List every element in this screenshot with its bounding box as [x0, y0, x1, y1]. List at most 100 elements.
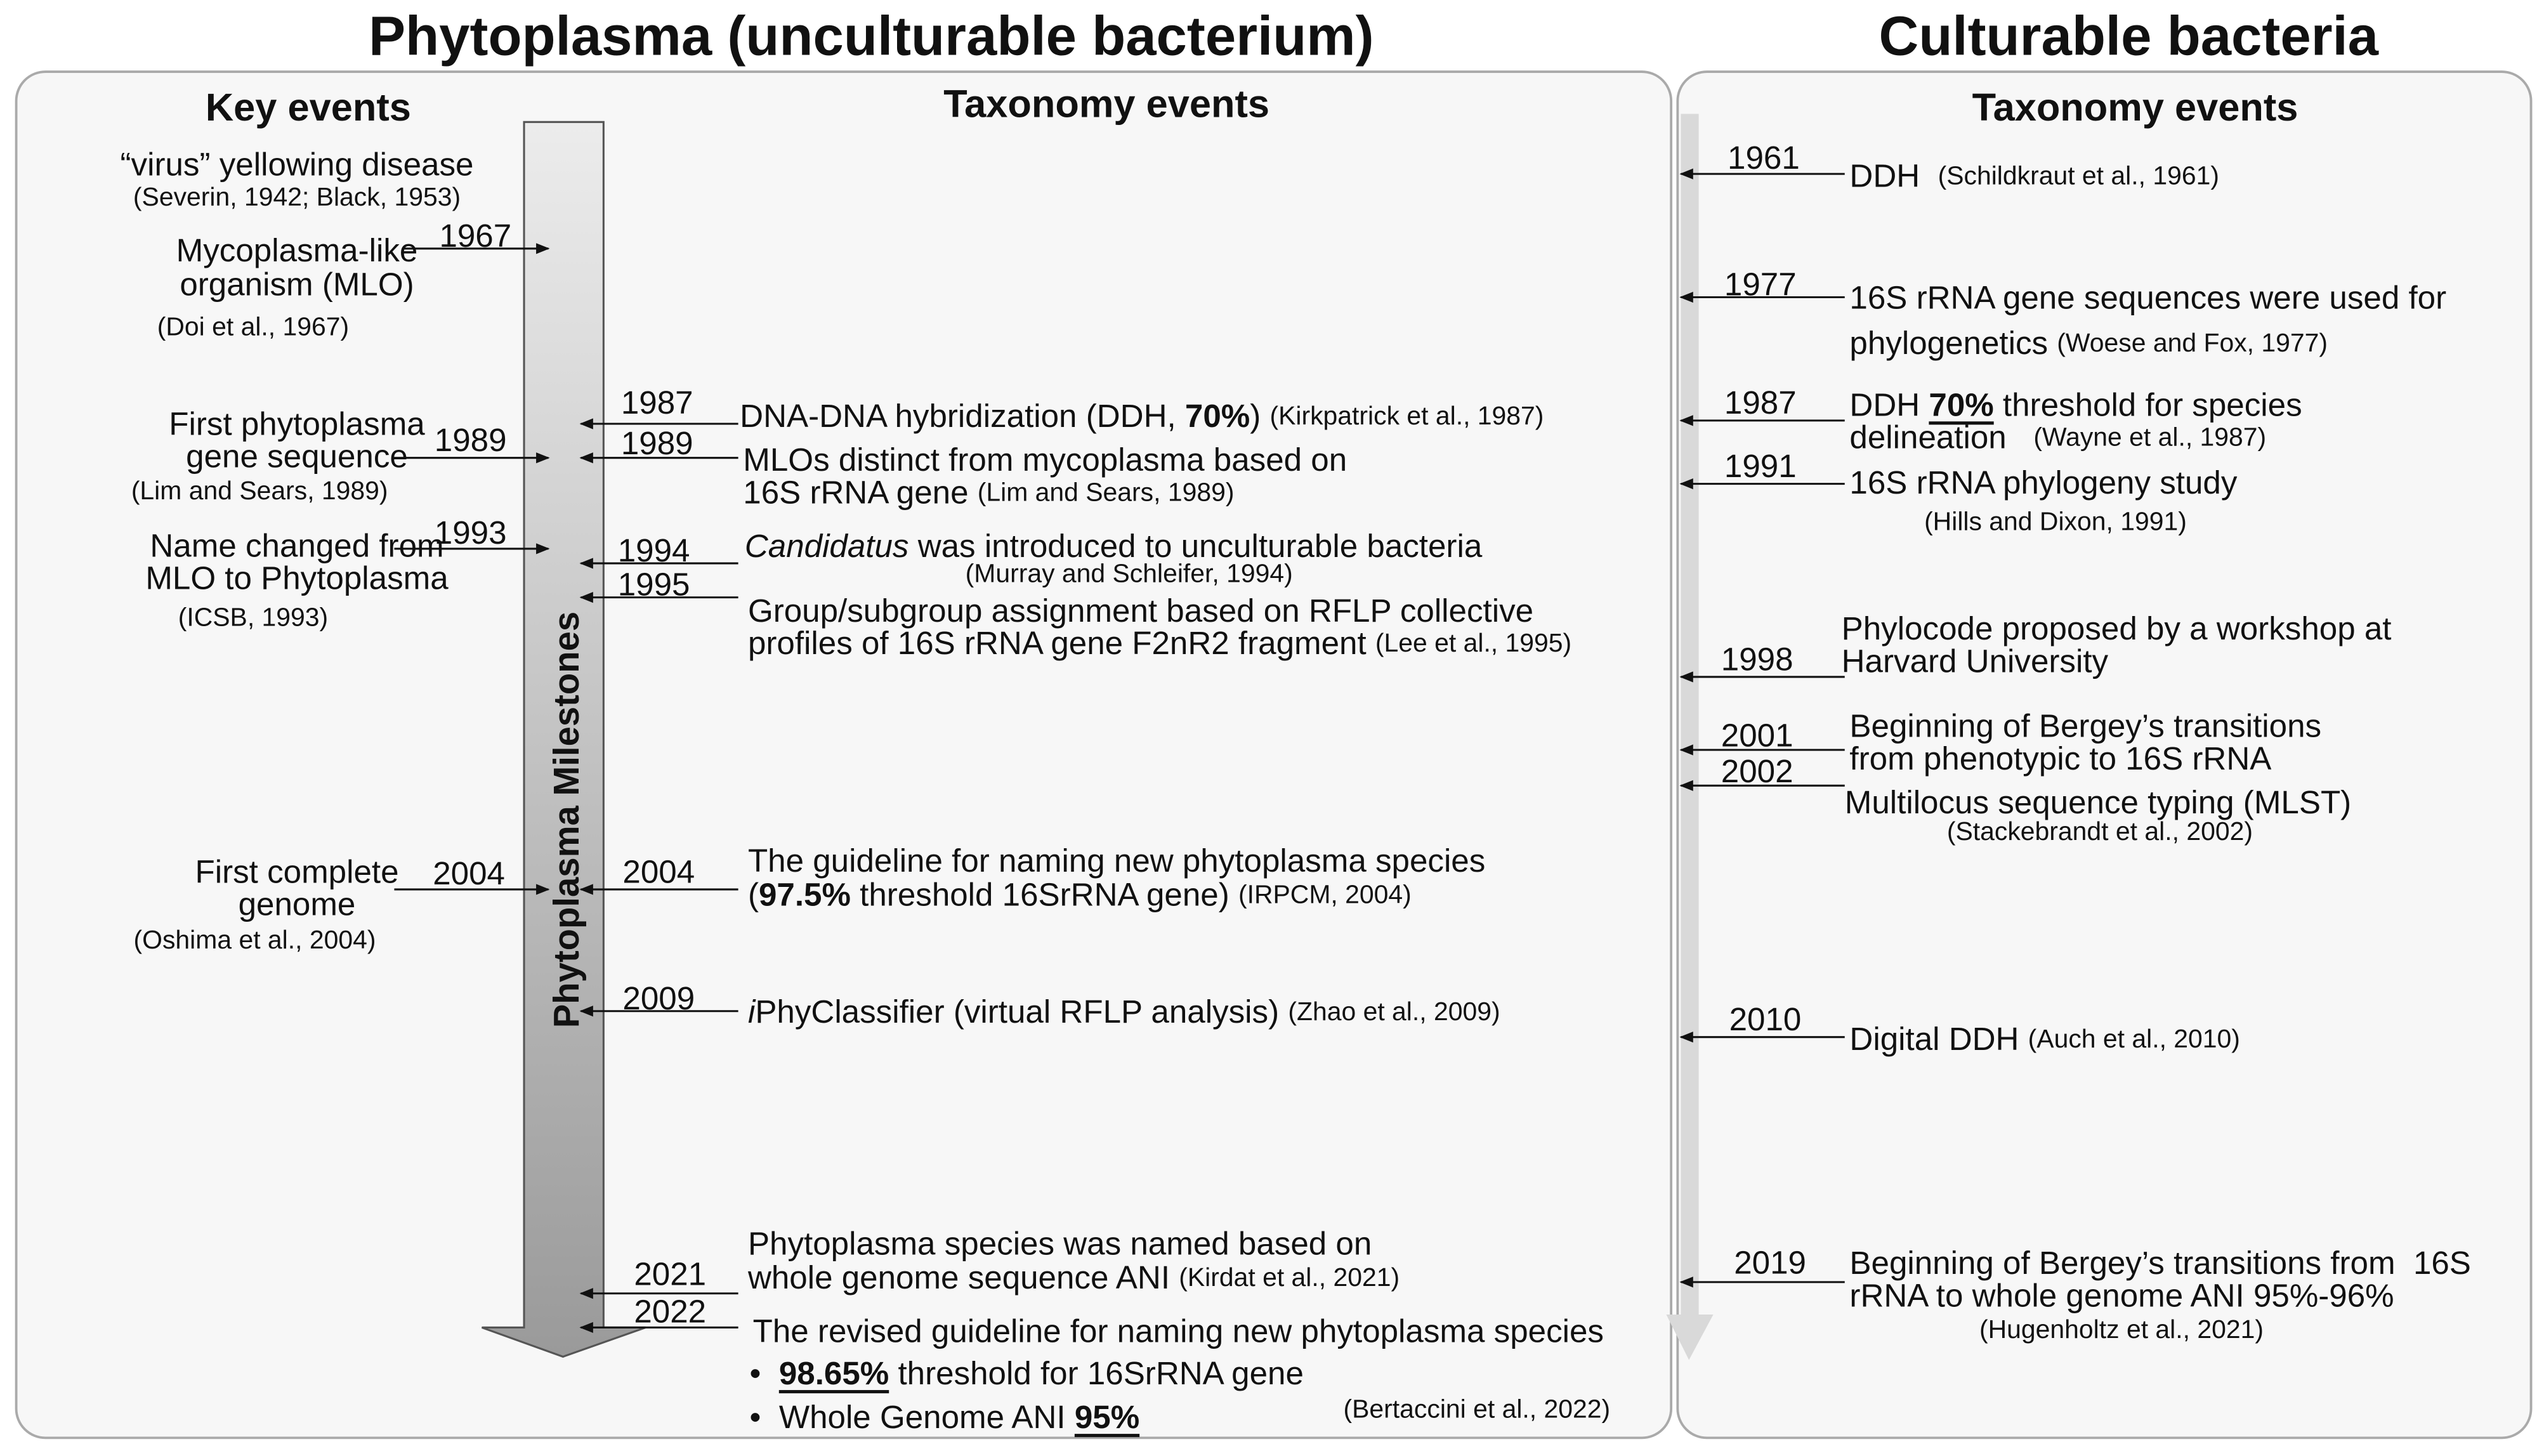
event-text: rRNA to whole genome ANI 95%-96%	[1849, 1277, 2394, 1313]
event-year: 1961	[1728, 140, 1800, 176]
event-text-segment: Beginning of Bergey’s transitions from 1…	[1849, 1245, 2471, 1281]
event-text-segment: 70%	[1929, 386, 1993, 423]
event-text-segment: 16S rRNA gene sequences were used for	[1849, 279, 2446, 315]
event-text-segment: Beginning of Bergey’s transitions	[1849, 707, 2321, 744]
key-event-text: Name changed from	[150, 527, 443, 563]
event-text: 16S rRNA phylogeny study	[1849, 464, 2237, 501]
event-text: (Murray and Schleifer, 1994)	[966, 558, 1293, 587]
event-year: 1987	[1724, 384, 1797, 421]
event-text-segment: phylogenetics	[1849, 325, 2057, 361]
key-event-text: First phytoplasma	[169, 405, 425, 442]
event-text-segment: (IRPCM, 2004)	[1238, 880, 1412, 909]
event-text: Candidatus was introduced to unculturabl…	[745, 527, 1483, 563]
event-text-segment: Group/subgroup assignment based on RFLP …	[748, 593, 1533, 629]
event-year: 1998	[1721, 641, 1793, 677]
event-text-segment: Harvard University	[1842, 643, 2109, 679]
event-text-segment: (Schildkraut et al., 1961)	[1938, 161, 2219, 190]
event-text-segment: (Kirdat et al., 2021)	[1179, 1263, 1400, 1292]
event-year: 2019	[1734, 1245, 1806, 1281]
event-text-segment: threshold for species	[1994, 386, 2302, 423]
key-event-ref: (ICSB, 1993)	[178, 602, 328, 631]
event-text-segment: •	[750, 1355, 779, 1391]
event-text-segment: (Murray and Schleifer, 1994)	[966, 558, 1293, 587]
event-year: 2022	[634, 1293, 706, 1329]
event-text-segment: PhyClassifier (virtual RFLP analysis)	[755, 993, 1288, 1029]
key-event-ref: (Lim and Sears, 1989)	[131, 476, 388, 505]
event-year: 1991	[1724, 448, 1797, 484]
event-text: • Whole Genome ANI 95%	[750, 1399, 1140, 1435]
event-text-segment: 97.5%	[759, 876, 851, 912]
event-text: DDH (Schildkraut et al., 1961)	[1849, 157, 2219, 193]
event-text: 16S rRNA gene sequences were used for	[1849, 279, 2446, 315]
key-event-text: “virus” yellowing disease	[121, 146, 474, 182]
event-text-segment: (Kirkpatrick et al., 1987)	[1269, 401, 1544, 430]
event-text-segment: (Hills and Dixon, 1991)	[1924, 506, 2187, 535]
event-text-segment: rRNA to whole genome ANI 95%-96%	[1849, 1277, 2394, 1313]
event-text: Phytoplasma species was named based on	[748, 1225, 1372, 1261]
event-text-segment: DNA-DNA hybridization (DDH,	[740, 398, 1185, 434]
event-text-segment: 16S rRNA gene	[743, 474, 977, 510]
event-year: 2021	[634, 1256, 706, 1292]
event-text: (Hugenholtz et al., 2021)	[1979, 1315, 2264, 1344]
left-panel	[15, 70, 1673, 1440]
event-text-segment: • Whole Genome ANI	[750, 1399, 1075, 1435]
right-title: Culturable bacteria	[1879, 5, 2379, 67]
event-text-segment: Digital DDH	[1849, 1021, 2028, 1057]
key-events-header: Key events	[206, 86, 411, 129]
event-year: 2001	[1721, 718, 1793, 754]
event-text-segment: delineation	[1849, 419, 2033, 455]
key-event-ref: (Doi et al., 1967)	[157, 312, 349, 341]
event-text: The guideline for naming new phytoplasma…	[748, 842, 1485, 878]
event-text: (Bertaccini et al., 2022)	[1344, 1394, 1611, 1423]
event-text: delineation (Wayne et al., 1987)	[1849, 419, 2266, 455]
event-text: MLOs distinct from mycoplasma based on	[743, 442, 1347, 478]
right-timeline-arrow	[1666, 114, 1714, 1360]
event-text: (Stackebrandt et al., 2002)	[1947, 817, 2253, 846]
event-text: Beginning of Bergey’s transitions	[1849, 707, 2321, 744]
event-text: whole genome sequence ANI (Kirdat et al.…	[747, 1259, 1400, 1295]
event-text: Digital DDH (Auch et al., 2010)	[1849, 1021, 2240, 1057]
event-text-segment: Phylocode proposed by a workshop at	[1842, 610, 2392, 646]
event-text-segment: (Hugenholtz et al., 2021)	[1979, 1315, 2264, 1344]
event-text-segment: (Lim and Sears, 1989)	[978, 477, 1235, 506]
event-text: iPhyClassifier (virtual RFLP analysis) (…	[748, 993, 1500, 1029]
event-text: DNA-DNA hybridization (DDH, 70%) (Kirkpa…	[740, 398, 1544, 434]
event-text-segment: (Zhao et al., 2009)	[1288, 997, 1500, 1026]
event-text-segment: The revised guideline for naming new phy…	[753, 1313, 1604, 1349]
event-text-segment: threshold 16SrRNA gene)	[851, 876, 1238, 912]
key-event-text: gene sequence	[186, 438, 408, 475]
event-text: (97.5% threshold 16SrRNA gene) (IRPCM, 2…	[748, 876, 1412, 912]
event-text: (Hills and Dixon, 1991)	[1924, 506, 2187, 535]
event-text-segment: (Lee et al., 1995)	[1375, 628, 1571, 657]
event-text-segment: 16S rRNA phylogeny study	[1849, 464, 2237, 501]
event-text: from phenotypic to 16S rRNA	[1849, 740, 2271, 776]
event-year: 2004	[433, 855, 505, 891]
key-event-text: First complete	[195, 853, 398, 889]
key-event-ref: (Oshima et al., 2004)	[134, 925, 376, 954]
event-text-segment: DDH	[1849, 157, 1938, 193]
event-year: 2002	[1721, 753, 1793, 789]
event-text-segment: (Auch et al., 2010)	[2028, 1024, 2240, 1053]
left-title: Phytoplasma (unculturable bacterium)	[369, 5, 1374, 67]
event-text-segment: (Bertaccini et al., 2022)	[1344, 1394, 1611, 1423]
event-text-segment: Multilocus sequence typing (MLST)	[1845, 784, 2351, 820]
event-text-segment: Candidatus	[745, 527, 909, 563]
event-text: 16S rRNA gene (Lim and Sears, 1989)	[743, 474, 1234, 510]
event-text-segment: threshold for 16SrRNA gene	[889, 1355, 1304, 1391]
event-text: phylogenetics (Woese and Fox, 1977)	[1849, 325, 2328, 361]
event-text: Beginning of Bergey’s transitions from 1…	[1849, 1245, 2471, 1281]
event-text-segment: (Wayne et al., 1987)	[2033, 422, 2266, 451]
event-text: • 98.65% threshold for 16SrRNA gene	[750, 1355, 1304, 1391]
right-panel	[1676, 70, 2533, 1440]
event-text-segment: MLOs distinct from mycoplasma based on	[743, 442, 1347, 478]
key-event-text: genome	[239, 886, 356, 922]
milestone-arrow	[482, 121, 646, 1358]
event-text-segment: (Stackebrandt et al., 2002)	[1947, 817, 2253, 846]
event-text: Harvard University	[1842, 643, 2109, 679]
event-year: 1987	[621, 384, 693, 421]
milestone-label: Phytoplasma Milestones	[546, 612, 586, 1028]
event-text: Group/subgroup assignment based on RFLP …	[748, 593, 1533, 629]
event-text-segment: )	[1250, 398, 1269, 434]
event-text-segment: 95%	[1075, 1399, 1139, 1435]
